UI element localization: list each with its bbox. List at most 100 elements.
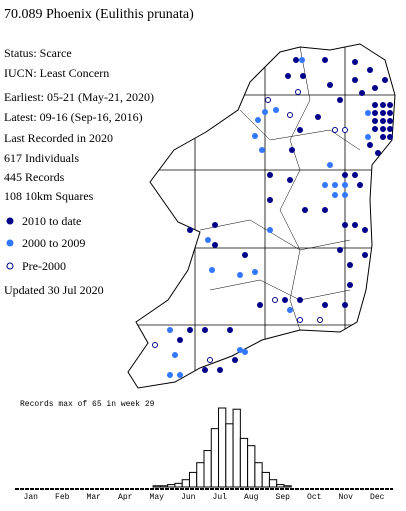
record-dot: [337, 97, 343, 103]
bar: [283, 485, 292, 488]
bar: [232, 408, 241, 488]
record-dot: [232, 357, 238, 363]
month-label: Aug: [244, 493, 259, 502]
bar: [261, 471, 270, 488]
record-dot: [342, 172, 348, 178]
month-label: Jan: [24, 493, 39, 502]
record-dot: [352, 222, 358, 228]
month-label: Mar: [87, 493, 102, 502]
record-dot: [302, 207, 308, 213]
month-label: Dec: [370, 493, 385, 502]
record-dot: [287, 112, 293, 118]
record-dot: [332, 127, 338, 133]
record-dot: [273, 107, 279, 113]
bar: [247, 445, 256, 488]
record-dot: [300, 73, 306, 79]
record-dot: [380, 102, 386, 108]
record-dot: [380, 118, 386, 124]
record-dot: [367, 67, 373, 73]
record-dot: [357, 182, 363, 188]
record-dot: [272, 297, 278, 303]
record-dot: [352, 172, 358, 178]
county-borders: [199, 46, 361, 331]
record-dot: [172, 352, 178, 358]
record-dot: [322, 302, 328, 308]
record-dot: [242, 349, 248, 355]
record-dot: [352, 59, 358, 65]
record-dot: [342, 192, 348, 198]
month-label: Feb: [55, 493, 70, 502]
bar: [218, 407, 227, 488]
record-dot: [347, 282, 353, 288]
record-dot: [293, 57, 299, 63]
record-dot: [187, 227, 193, 233]
record-dot: [237, 272, 243, 278]
record-dot: [337, 247, 343, 253]
record-dot: [257, 302, 263, 308]
bar: [159, 485, 169, 488]
bar: [210, 428, 220, 488]
record-dot: [380, 126, 386, 132]
month-label: Jul: [213, 493, 228, 502]
bar: [188, 471, 198, 488]
record-dot: [367, 142, 373, 148]
info-line: Earliest: 05-21 (May-21, 2020): [4, 90, 154, 104]
record-dot: [387, 110, 393, 116]
record-dot: [365, 110, 371, 116]
info-line: Status: Scarce: [4, 46, 72, 60]
record-dot: [267, 227, 273, 233]
bar: [239, 437, 249, 488]
record-dot: [265, 97, 271, 103]
record-dot: [287, 177, 293, 183]
record-dot: [365, 134, 371, 140]
record-dot: [342, 302, 348, 308]
record-dot: [255, 117, 261, 123]
info-line: 617 Individuals: [4, 151, 79, 165]
record-dot: [187, 327, 193, 333]
record-dot: [332, 192, 338, 198]
record-dot: [322, 57, 328, 63]
record-dot: [212, 242, 218, 248]
record-dot: [227, 327, 233, 333]
bar: [167, 484, 176, 488]
month-label: Nov: [339, 493, 354, 502]
record-dot: [252, 269, 258, 275]
record-dot: [387, 102, 393, 108]
record-dot: [372, 118, 378, 124]
record-dot: [287, 307, 293, 313]
record-dot: [177, 372, 183, 378]
record-dot: [322, 182, 328, 188]
record-dot: [387, 126, 393, 132]
bar: [203, 450, 212, 488]
records: [152, 57, 393, 378]
record-dot: [372, 102, 378, 108]
record-dot: [327, 82, 333, 88]
month-label: May: [150, 493, 165, 502]
record-dot: [387, 118, 393, 124]
record-dot: [237, 347, 243, 353]
record-dot: [259, 147, 265, 153]
legend-label: 2010 to date: [22, 214, 81, 228]
legend-label: 2000 to 2009: [22, 236, 85, 250]
record-dot: [262, 109, 268, 115]
record-dot: [289, 147, 295, 153]
record-dot: [380, 110, 386, 116]
record-dot: [267, 172, 273, 178]
record-dot: [375, 150, 381, 156]
record-dot: [299, 57, 305, 63]
month-label: Oct: [307, 493, 321, 502]
bar: [174, 482, 183, 488]
record-dot: [212, 222, 218, 228]
record-dot: [209, 267, 215, 273]
record-dot: [202, 367, 208, 373]
info-line: 445 Records: [4, 170, 65, 184]
record-dot: [315, 114, 321, 120]
bar: [152, 485, 161, 488]
title: 70.089 Phoenix (Eulithis prunata): [4, 7, 194, 22]
record-dot: [152, 342, 158, 348]
chart-title: Records max of 65 in week 29: [20, 400, 155, 409]
record-dot: [317, 317, 323, 323]
legend-dot: [6, 217, 14, 225]
map: [127, 43, 396, 389]
